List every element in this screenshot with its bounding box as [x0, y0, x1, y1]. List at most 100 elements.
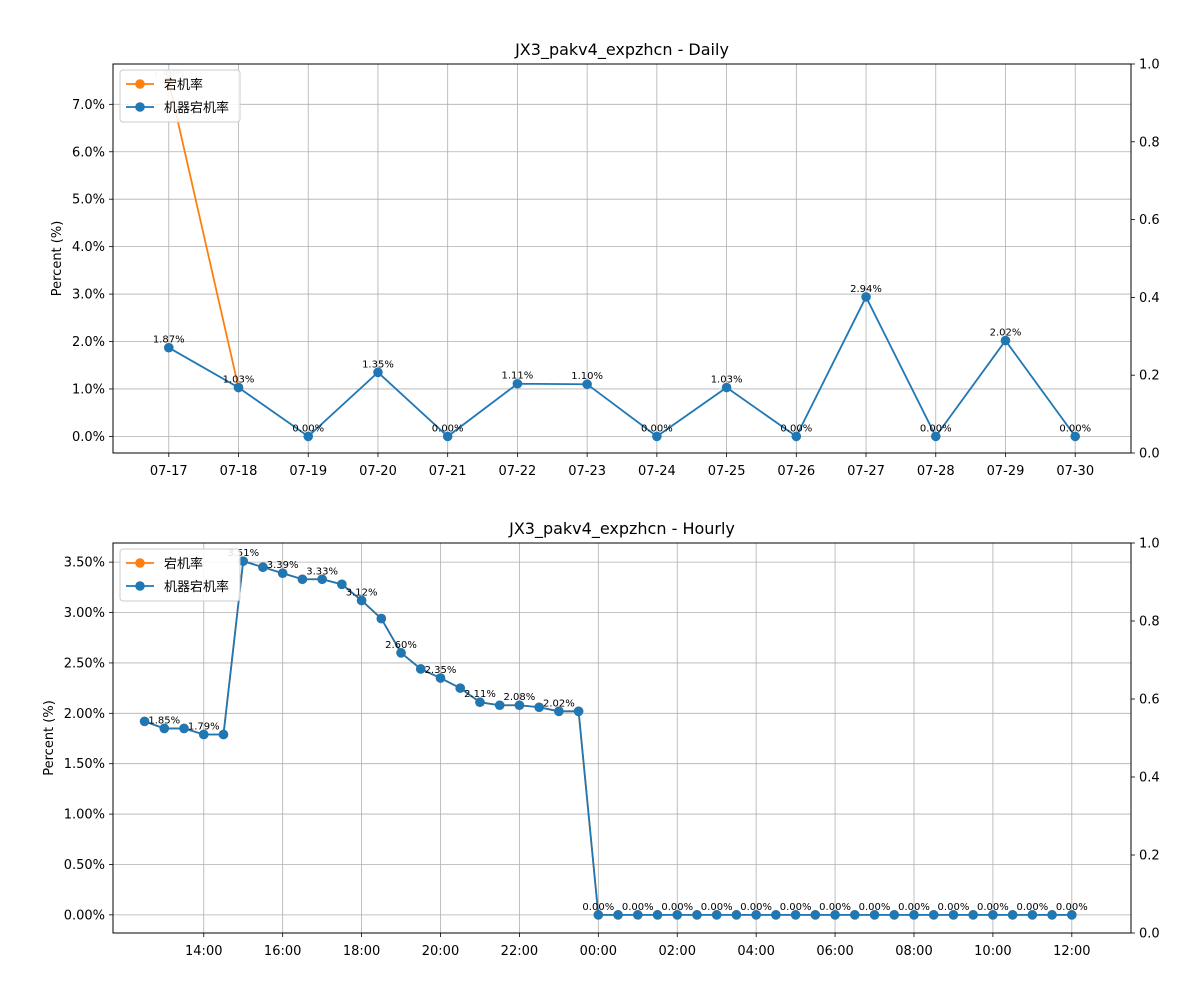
data-label: 0.00%	[819, 902, 851, 913]
secondary-y-tick-label: 0.8	[1139, 135, 1160, 150]
legend-swatch-marker	[135, 558, 145, 568]
x-tick-label: 07-30	[1056, 464, 1094, 479]
y-axis-label: Percent (%)	[42, 700, 57, 776]
data-label: 3.33%	[306, 566, 338, 577]
data-label: 2.11%	[464, 689, 496, 700]
secondary-y-tick-label: 0.0	[1139, 447, 1160, 462]
secondary-y-tick-label: 0.6	[1139, 693, 1160, 708]
x-tick-label: 07-23	[568, 464, 606, 479]
y-tick-label: 3.0%	[72, 288, 105, 303]
data-label: 0.00%	[432, 423, 464, 434]
legend-swatch-marker	[135, 581, 145, 591]
data-label: 0.00%	[622, 902, 654, 913]
data-point	[219, 730, 229, 740]
data-point	[377, 614, 387, 624]
data-label: 1.79%	[188, 721, 220, 732]
x-tick-label: 07-20	[359, 464, 397, 479]
y-tick-label: 2.50%	[64, 656, 105, 671]
x-tick-label: 06:00	[816, 944, 853, 959]
y-tick-label: 4.0%	[72, 240, 105, 255]
y-tick-label: 1.50%	[64, 757, 105, 772]
x-tick-label: 00:00	[580, 944, 617, 959]
data-label: 0.00%	[661, 902, 693, 913]
data-point	[574, 706, 584, 716]
data-label: 0.00%	[977, 902, 1009, 913]
axes-frame	[113, 64, 1131, 453]
x-tick-label: 07-17	[150, 464, 188, 479]
y-axis-label: Percent (%)	[50, 221, 65, 297]
y-tick-label: 2.0%	[72, 335, 105, 350]
x-tick-label: 18:00	[343, 944, 380, 959]
legend-label: 宕机率	[164, 77, 203, 93]
x-tick-label: 07-19	[289, 464, 327, 479]
x-tick-label: 07-27	[847, 464, 885, 479]
data-label: 2.94%	[850, 284, 882, 295]
secondary-y-tick-label: 0.4	[1139, 291, 1160, 306]
data-label: 0.00%	[1059, 423, 1091, 434]
secondary-y-tick-label: 0.2	[1139, 369, 1160, 384]
x-tick-label: 07-24	[638, 464, 676, 479]
y-tick-label: 7.0%	[72, 98, 105, 113]
data-label: 1.03%	[223, 375, 255, 386]
x-tick-label: 14:00	[185, 944, 222, 959]
secondary-y-tick-label: 0.8	[1139, 615, 1160, 630]
data-label: 0.00%	[780, 423, 812, 434]
chart-title: JX3_pakv4_expzhcn - Daily	[514, 40, 729, 60]
data-label: 0.00%	[780, 902, 812, 913]
data-label: 0.00%	[641, 423, 673, 434]
x-tick-label: 16:00	[264, 944, 301, 959]
data-label: 0.00%	[292, 423, 324, 434]
legend-label: 机器宕机率	[164, 579, 229, 595]
axes-frame	[113, 543, 1131, 933]
y-tick-label: 1.0%	[72, 382, 105, 397]
y-tick-label: 0.0%	[72, 430, 105, 445]
data-label: 2.35%	[425, 665, 457, 676]
legend-label: 宕机率	[164, 556, 203, 572]
data-label: 0.00%	[1056, 902, 1088, 913]
x-tick-label: 07-28	[917, 464, 955, 479]
x-tick-label: 20:00	[422, 944, 459, 959]
secondary-y-tick-label: 0.6	[1139, 213, 1160, 228]
chart-panel-1: 07-17 07-18 07-19 07-20 07-21 07-22 07-23 07-24…	[50, 40, 1160, 479]
x-tick-label: 10:00	[974, 944, 1011, 959]
y-tick-label: 3.50%	[64, 556, 105, 571]
series-line-2	[145, 561, 1072, 915]
data-label: 2.60%	[385, 640, 417, 651]
secondary-y-tick-label: 1.0	[1139, 537, 1160, 552]
data-label: 1.87%	[153, 335, 185, 346]
chart-panel-2: 14:00 16:00 18:00 20:00 22:00 00:00 02:00 04:00…	[42, 519, 1160, 959]
data-label: 2.02%	[543, 698, 575, 709]
x-tick-label: 08:00	[895, 944, 932, 959]
data-label: 0.00%	[898, 902, 930, 913]
data-label: 0.00%	[740, 902, 772, 913]
x-tick-label: 07-26	[777, 464, 815, 479]
data-label: 1.35%	[362, 359, 394, 370]
y-tick-label: 5.0%	[72, 193, 105, 208]
plot-area	[164, 77, 1080, 441]
y-tick-label: 1.00%	[64, 808, 105, 823]
series-line-2	[169, 297, 1075, 436]
secondary-y-tick-label: 0.0	[1139, 927, 1160, 942]
x-tick-label: 02:00	[659, 944, 696, 959]
data-label: 2.02%	[990, 328, 1022, 339]
data-label: 3.39%	[267, 560, 299, 571]
data-label: 1.11%	[502, 371, 534, 382]
data-label: 2.08%	[504, 692, 536, 703]
y-tick-label: 2.00%	[64, 707, 105, 722]
y-tick-label: 6.0%	[72, 145, 105, 160]
secondary-y-tick-label: 0.4	[1139, 771, 1160, 786]
data-label: 1.10%	[571, 371, 603, 382]
secondary-y-tick-label: 1.0	[1139, 58, 1160, 73]
chart-title: JX3_pakv4_expzhcn - Hourly	[508, 519, 735, 539]
x-tick-label: 04:00	[737, 944, 774, 959]
x-tick-label: 07-25	[708, 464, 746, 479]
data-label: 0.00%	[701, 902, 733, 913]
data-label: 1.85%	[148, 715, 180, 726]
secondary-y-tick-label: 0.2	[1139, 849, 1160, 864]
data-label: 1.03%	[711, 375, 743, 386]
x-tick-label: 07-18	[220, 464, 258, 479]
